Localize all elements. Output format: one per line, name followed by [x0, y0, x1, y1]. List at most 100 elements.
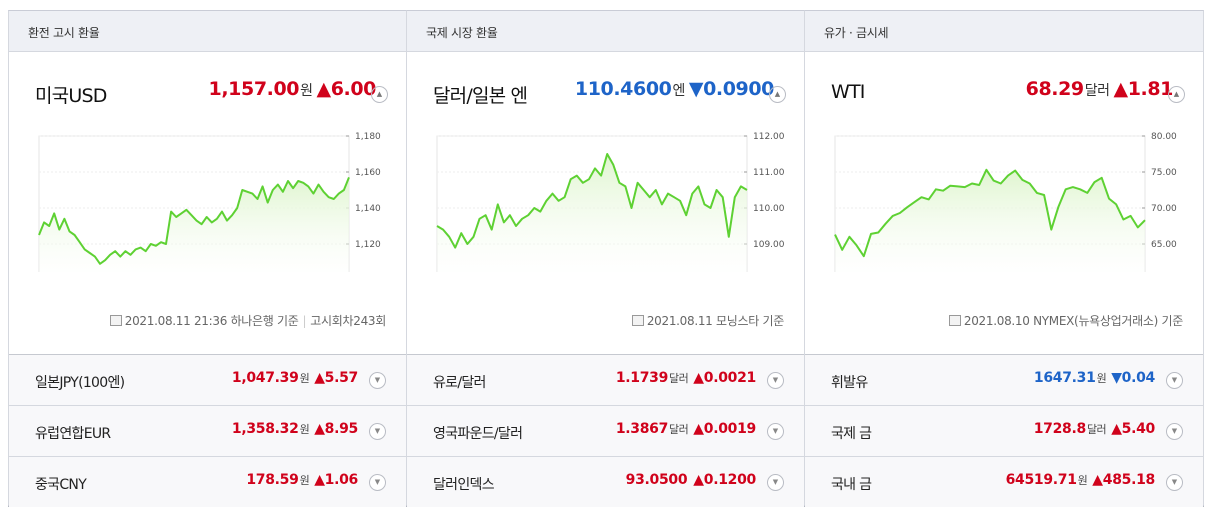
- item-name: 휘발유: [831, 375, 868, 391]
- chevron-down-icon[interactable]: ▼: [1166, 372, 1183, 389]
- main-item-quote: 1,157.00 원 ▲6.00: [208, 78, 377, 100]
- item-quote: 1,358.32 원 ▲8.95: [232, 421, 358, 437]
- chevron-down-icon[interactable]: ▼: [369, 372, 386, 389]
- item-change: ▲8.95: [314, 421, 358, 437]
- list-item[interactable]: 영국파운드/달러 1.3867 달러 ▲0.0019 ▼: [407, 405, 804, 456]
- item-unit: 원: [1096, 372, 1107, 385]
- item-change: ▲5.40: [1111, 421, 1155, 437]
- main-change: ▼0.0900: [688, 78, 775, 100]
- item-unit: 원: [299, 372, 310, 385]
- item-change: ▲1.06: [314, 472, 358, 488]
- chevron-up-icon[interactable]: ▲: [1168, 86, 1185, 103]
- y-tick-label: 1,160: [355, 168, 381, 178]
- divider: |: [302, 313, 307, 328]
- series-area: [437, 154, 747, 272]
- item-unit: 달러: [1086, 423, 1107, 436]
- panel-exchange-notice: 환전 고시 환율 미국USD 1,157.00 원 ▲6.00 ▲ 1,1001…: [8, 10, 406, 507]
- item-quote: 1728.8 달러 ▲5.40: [1033, 421, 1156, 437]
- sub-item-list: 일본JPY(100엔) 1,047.39 원 ▲5.57 ▼ 유럽연합EUR 1…: [9, 354, 406, 507]
- item-value: 1,047.39: [231, 370, 299, 386]
- list-item[interactable]: 달러인덱스 93.0500 ▲0.1200 ▼: [407, 456, 804, 507]
- panel-main[interactable]: 달러/일본 엔 110.4600 엔 ▼0.0900 ▲ 108.00109.0…: [407, 52, 804, 354]
- main-change: ▲1.81: [1113, 78, 1174, 100]
- chevron-down-icon[interactable]: ▼: [369, 423, 386, 440]
- chevron-down-icon[interactable]: ▼: [369, 474, 386, 491]
- item-value: 178.59: [246, 472, 299, 488]
- y-tick-label: 111.00: [753, 168, 785, 178]
- item-quote: 1647.31 원 ▼0.04: [1034, 370, 1155, 386]
- list-item[interactable]: 중국CNY 178.59 원 ▲1.06 ▼: [9, 456, 406, 507]
- calendar-icon: [109, 315, 122, 326]
- main-change: ▲6.00: [316, 78, 377, 100]
- item-change: ▲0.1200: [693, 472, 756, 488]
- source-date: 2021.08.11 21:36 하나은행 기준: [124, 314, 299, 328]
- chevron-down-icon[interactable]: ▼: [1166, 423, 1183, 440]
- chevron-down-icon[interactable]: ▼: [767, 474, 784, 491]
- item-quote: 64519.71 원 ▲485.18: [1005, 472, 1156, 488]
- series-line: [38, 177, 350, 265]
- item-name: 중국CNY: [35, 477, 87, 493]
- list-item[interactable]: 휘발유 1647.31 원 ▼0.04 ▼: [805, 354, 1203, 405]
- y-tick-label: 80.00: [1151, 132, 1177, 142]
- panel-main[interactable]: WTI 68.29 달러 ▲1.81 ▲ 60.0065.0070.0075.0…: [805, 52, 1203, 354]
- source-date: 2021.08.11 모닝스타 기준: [646, 314, 784, 328]
- item-name: 국내 금: [831, 477, 872, 493]
- main-value: 68.29: [1025, 78, 1085, 100]
- main-value: 110.4600: [574, 78, 672, 100]
- item-unit: 원: [299, 474, 310, 487]
- chevron-down-icon[interactable]: ▼: [767, 423, 784, 440]
- series-area: [835, 169, 1145, 272]
- item-unit: 원: [299, 423, 310, 436]
- item-change: ▲0.0019: [693, 421, 756, 437]
- main-unit: 달러: [1084, 83, 1110, 99]
- item-name: 유럽연합EUR: [35, 426, 111, 442]
- chevron-down-icon[interactable]: ▼: [1166, 474, 1183, 491]
- list-item[interactable]: 유로/달러 1.1739 달러 ▲0.0021 ▼: [407, 354, 804, 405]
- item-value: 1.1739: [615, 370, 669, 386]
- list-item[interactable]: 일본JPY(100엔) 1,047.39 원 ▲5.57 ▼: [9, 354, 406, 405]
- list-item[interactable]: 유럽연합EUR 1,358.32 원 ▲8.95 ▼: [9, 405, 406, 456]
- item-value: 1728.8: [1033, 421, 1087, 437]
- chevron-up-icon[interactable]: ▲: [769, 86, 786, 103]
- y-tick-label: 75.00: [1151, 168, 1177, 178]
- source-info: 2021.08.10 NYMEX(뉴욕상업거래소) 기준: [948, 312, 1183, 329]
- list-item[interactable]: 국내 금 64519.71 원 ▲485.18 ▼: [805, 456, 1203, 507]
- sub-item-list: 유로/달러 1.1739 달러 ▲0.0021 ▼ 영국파운드/달러 1.386…: [407, 354, 804, 507]
- main-value: 1,157.00: [208, 78, 300, 100]
- main-unit: 원: [300, 83, 313, 99]
- panel-main[interactable]: 미국USD 1,157.00 원 ▲6.00 ▲ 1,1001,1201,140…: [9, 52, 406, 354]
- y-tick-label: 65.00: [1151, 240, 1177, 250]
- series-line: [436, 153, 748, 249]
- item-name: 달러인덱스: [433, 477, 495, 493]
- calendar-icon: [948, 315, 961, 326]
- item-value: 1.3867: [615, 421, 669, 437]
- item-name: 유로/달러: [433, 375, 486, 391]
- y-tick-label: 109.00: [753, 240, 785, 250]
- list-item[interactable]: 국제 금 1728.8 달러 ▲5.40 ▼: [805, 405, 1203, 456]
- panel-international-fx: 국제 시장 환율 달러/일본 엔 110.4600 엔 ▼0.0900 ▲ 10…: [406, 10, 804, 507]
- panel-header: 환전 고시 환율: [9, 11, 406, 52]
- main-item-name: 미국USD: [35, 85, 107, 107]
- item-value: 64519.71: [1005, 472, 1077, 488]
- source-round: 고시회차243회: [310, 314, 386, 328]
- item-value: 1647.31: [1033, 370, 1096, 386]
- item-value: 1,358.32: [231, 421, 299, 437]
- chevron-down-icon[interactable]: ▼: [767, 372, 784, 389]
- chevron-up-icon[interactable]: ▲: [371, 86, 388, 103]
- y-tick-label: 112.00: [753, 132, 785, 142]
- item-unit: 달러: [669, 423, 689, 436]
- item-value: 93.0500: [625, 472, 688, 488]
- y-tick-label: 1,180: [355, 132, 381, 142]
- item-quote: 178.59 원 ▲1.06: [246, 472, 358, 488]
- source-info: 2021.08.11 21:36 하나은행 기준 | 고시회차243회: [109, 312, 386, 329]
- item-quote: 1.1739 달러 ▲0.0021: [616, 370, 756, 386]
- item-quote: 93.0500 ▲0.1200: [625, 472, 757, 488]
- main-item-quote: 110.4600 엔 ▼0.0900: [575, 78, 774, 100]
- y-tick-label: 1,140: [355, 204, 381, 214]
- item-change: ▲0.0021: [693, 370, 756, 386]
- panel-header: 유가 · 금시세: [805, 11, 1203, 52]
- item-quote: 1.3867 달러 ▲0.0019: [616, 421, 756, 437]
- item-change: ▲5.57: [314, 370, 358, 386]
- main-item-name: WTI: [831, 81, 865, 103]
